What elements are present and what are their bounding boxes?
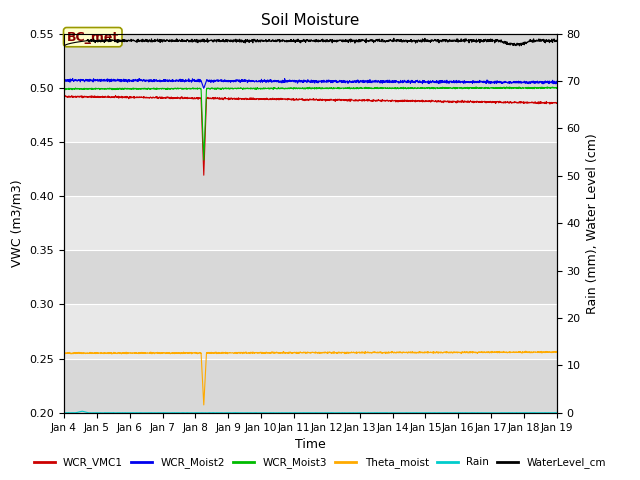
- Bar: [64, 142, 557, 196]
- Legend: WCR_VMC1, WCR_Moist2, WCR_Moist3, Theta_moist, Rain, WaterLevel_cm: WCR_VMC1, WCR_Moist2, WCR_Moist3, Theta_…: [29, 453, 611, 472]
- Bar: [64, 359, 557, 413]
- Title: Soil Moisture: Soil Moisture: [261, 13, 360, 28]
- X-axis label: Time: Time: [295, 438, 326, 451]
- Y-axis label: Rain (mm), Water Level (cm): Rain (mm), Water Level (cm): [586, 133, 599, 313]
- Y-axis label: VWC (m3/m3): VWC (m3/m3): [11, 180, 24, 267]
- Bar: [64, 34, 557, 88]
- Bar: [64, 304, 557, 359]
- Bar: [64, 196, 557, 250]
- Bar: [64, 250, 557, 304]
- Text: BC_met: BC_met: [67, 31, 119, 44]
- Bar: [64, 88, 557, 142]
